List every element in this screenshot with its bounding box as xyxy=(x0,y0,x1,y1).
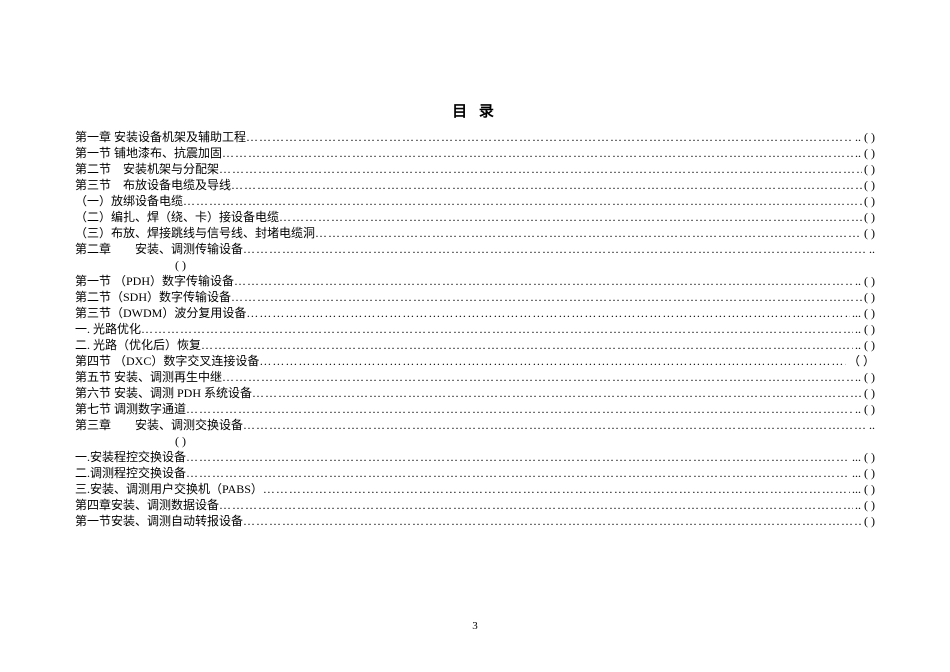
toc-entry-page: .. ( ) xyxy=(853,337,875,353)
toc-entry-label: 第三节 布放设备电缆及导线 xyxy=(75,177,231,193)
toc-entry-page: ( ) xyxy=(862,209,875,225)
toc-entry: 二.调测程控交换设备 ... ( ) xyxy=(75,465,875,481)
toc-entry-page: .. ( ) xyxy=(853,145,875,161)
toc-entry-page: .. ( ) xyxy=(853,273,875,289)
toc-entry-page: .. xyxy=(867,241,875,257)
toc-entry-page: ( ) xyxy=(862,513,875,529)
toc-container: 第一章 安装设备机架及辅助工程.. ( )第一节 铺地漆布、抗震加固.. ( )… xyxy=(75,129,875,529)
toc-entry-dots xyxy=(315,225,862,241)
toc-entry-label: 第三节（DWDM）波分复用设备 xyxy=(75,305,246,321)
toc-entry: （二）编扎、焊（绕、卡）接设备电缆 ( ) xyxy=(75,209,875,225)
toc-entry: 第三章 安装、调测交换设备.. xyxy=(75,417,875,433)
toc-entry-dots xyxy=(246,129,853,145)
toc-entry-label: 第二章 安装、调测传输设备 xyxy=(75,241,243,257)
toc-entry-page: .. ( ) xyxy=(853,129,875,145)
toc-entry-page: .. ( ) xyxy=(853,321,875,337)
toc-entry-dots xyxy=(201,337,853,353)
toc-entry: 第四章安装、调测数据设备 .. ( ) xyxy=(75,497,875,513)
toc-entry-page: .. ( ) xyxy=(853,497,875,513)
toc-entry-label: 三.安装、调测用户交换机（PABS） xyxy=(75,481,263,497)
toc-entry-continuation: ( ) xyxy=(75,257,875,273)
toc-entry: 第一章 安装设备机架及辅助工程 .. ( ) xyxy=(75,129,875,145)
toc-entry: （三）布放、焊接跳线与信号线、封堵电缆洞 ( ) xyxy=(75,225,875,241)
toc-entry: 二. 光路（优化后）恢复 .. ( ) xyxy=(75,337,875,353)
toc-entry-page: ... ( ) xyxy=(850,465,875,481)
toc-entry: 第六节 安装、调测 PDH 系统设备 ( ) xyxy=(75,385,875,401)
toc-entry-label: 二.调测程控交换设备 xyxy=(75,465,186,481)
toc-entry-label: 第四节 （DXC）数字交叉连接设备 xyxy=(75,353,259,369)
toc-entry-label: 第三章 安装、调测交换设备 xyxy=(75,417,243,433)
toc-entry-label: 第一节 （PDH）数字传输设备 xyxy=(75,273,234,289)
toc-entry: 三.安装、调测用户交换机（PABS） ... ( ) xyxy=(75,481,875,497)
toc-entry-dots xyxy=(219,161,862,177)
toc-entry-dots xyxy=(243,417,867,433)
toc-entry-label: 一. 光路优化 xyxy=(75,321,141,337)
toc-entry-dots xyxy=(231,289,862,305)
toc-entry-label: 第四章安装、调测数据设备 xyxy=(75,497,219,513)
toc-entry: 第四节 （DXC）数字交叉连接设备 （ ） xyxy=(75,353,875,369)
toc-entry-dots xyxy=(186,401,853,417)
toc-entry-dots xyxy=(183,193,862,209)
toc-entry-page: ... ( ) xyxy=(850,449,875,465)
toc-entry-label: 第一章 安装设备机架及辅助工程 xyxy=(75,129,246,145)
toc-entry-dots xyxy=(263,481,850,497)
toc-entry-label: （二）编扎、焊（绕、卡）接设备电缆 xyxy=(75,209,279,225)
toc-entry: 第二章 安装、调测传输设备.. xyxy=(75,241,875,257)
toc-entry-dots xyxy=(243,513,862,529)
toc-entry-page: ( ) xyxy=(862,289,875,305)
toc-entry: 第三节 布放设备电缆及导线 ( ) xyxy=(75,177,875,193)
toc-entry-page: ( ) xyxy=(862,225,875,241)
toc-entry-label: 第二节 安装机架与分配架 xyxy=(75,161,219,177)
toc-entry: 第七节 调测数字通道 .. ( ) xyxy=(75,401,875,417)
toc-entry-dots xyxy=(141,321,853,337)
toc-entry-dots xyxy=(259,353,846,369)
toc-entry-dots xyxy=(222,145,853,161)
page-number: 3 xyxy=(0,620,950,632)
toc-entry-label: （三）布放、焊接跳线与信号线、封堵电缆洞 xyxy=(75,225,315,241)
toc-entry-label: 第七节 调测数字通道 xyxy=(75,401,186,417)
toc-entry-page: .. xyxy=(867,417,875,433)
toc-entry: 一.安装程控交换设备 ... ( ) xyxy=(75,449,875,465)
toc-entry-dots xyxy=(219,497,853,513)
toc-entry-page: （ ） xyxy=(846,353,875,369)
toc-entry-dots xyxy=(246,305,850,321)
toc-entry-label: 第二节（SDH）数字传输设备 xyxy=(75,289,231,305)
toc-entry-continuation: ( ) xyxy=(75,433,875,449)
toc-entry: 第五节 安装、调测再生中继 .. ( ) xyxy=(75,369,875,385)
toc-entry: 第一节 （PDH）数字传输设备 .. ( ) xyxy=(75,273,875,289)
toc-entry-label: 第五节 安装、调测再生中继 xyxy=(75,369,222,385)
toc-entry-dots xyxy=(186,449,850,465)
toc-entry-page: ( ) xyxy=(862,193,875,209)
toc-entry-page: ( ) xyxy=(862,161,875,177)
toc-entry-dots xyxy=(222,369,853,385)
toc-entry-dots xyxy=(279,209,862,225)
toc-entry: 第一节安装、调测自动转报设备 ( ) xyxy=(75,513,875,529)
toc-entry: 第三节（DWDM）波分复用设备 ... ( ) xyxy=(75,305,875,321)
toc-entry: （一）放绑设备电缆 ( ) xyxy=(75,193,875,209)
toc-entry-dots xyxy=(186,465,850,481)
toc-entry-page: ... ( ) xyxy=(850,305,875,321)
toc-entry-page: .. ( ) xyxy=(853,369,875,385)
toc-entry: 一. 光路优化 .. ( ) xyxy=(75,321,875,337)
toc-entry-page: .. ( ) xyxy=(853,401,875,417)
toc-entry-label: 一.安装程控交换设备 xyxy=(75,449,186,465)
toc-entry-dots xyxy=(231,177,862,193)
toc-entry-label: 第六节 安装、调测 PDH 系统设备 xyxy=(75,385,252,401)
toc-entry-dots xyxy=(252,385,862,401)
toc-entry-label: 第一节 铺地漆布、抗震加固 xyxy=(75,145,222,161)
toc-entry-dots xyxy=(234,273,853,289)
toc-entry-page: ( ) xyxy=(862,385,875,401)
toc-entry: 第二节（SDH）数字传输设备 ( ) xyxy=(75,289,875,305)
toc-entry-dots xyxy=(243,241,867,257)
toc-entry-page: ( ) xyxy=(862,177,875,193)
toc-entry-page: ... ( ) xyxy=(850,481,875,497)
toc-entry-label: 第一节安装、调测自动转报设备 xyxy=(75,513,243,529)
toc-title: 目 录 xyxy=(75,100,875,121)
toc-entry: 第二节 安装机架与分配架 ( ) xyxy=(75,161,875,177)
toc-entry-label: （一）放绑设备电缆 xyxy=(75,193,183,209)
toc-entry: 第一节 铺地漆布、抗震加固 .. ( ) xyxy=(75,145,875,161)
toc-entry-label: 二. 光路（优化后）恢复 xyxy=(75,337,201,353)
